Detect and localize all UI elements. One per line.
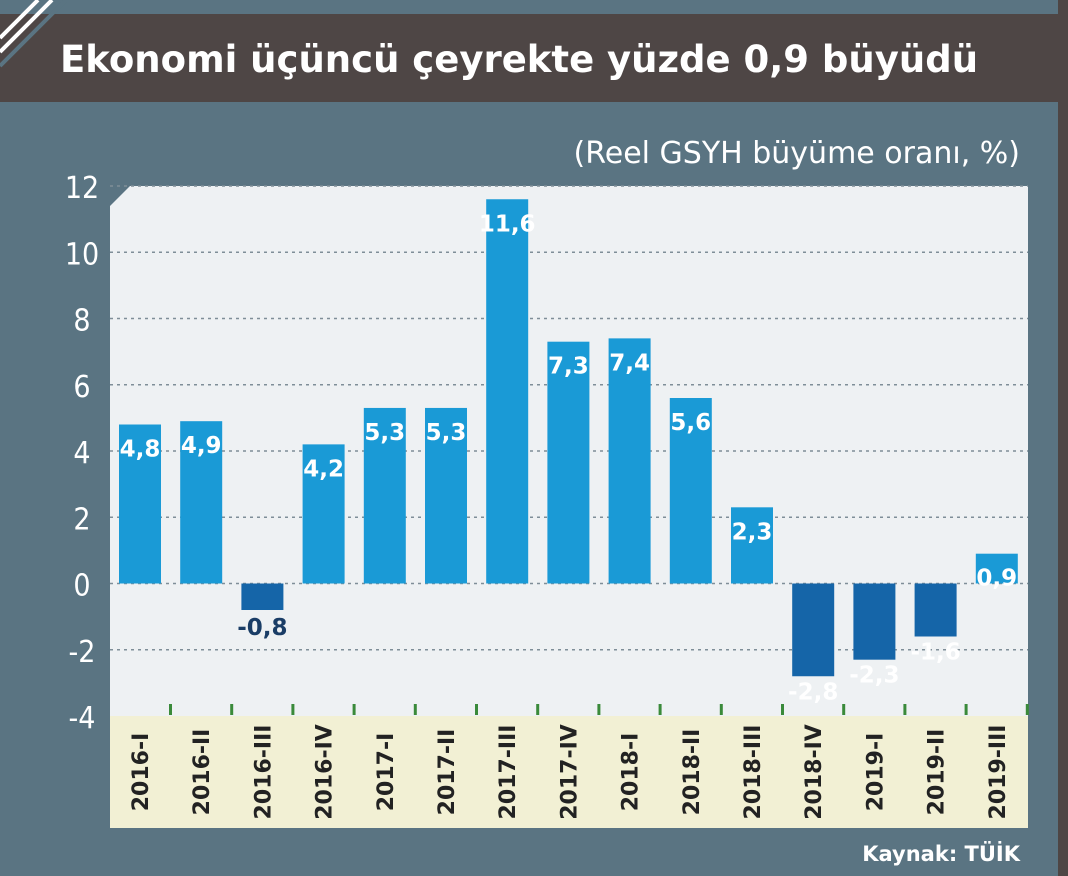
category-label: 2017-I [374, 733, 399, 812]
bar-value-label: 2,3 [732, 519, 773, 545]
category-label: 2017-IV [557, 724, 582, 820]
y-tick-label: 6 [73, 370, 90, 405]
x-tick-mark [352, 704, 356, 715]
bar-value-label: 5,3 [364, 420, 405, 446]
y-tick-label: -2 [69, 635, 96, 670]
x-tick-mark [1025, 704, 1029, 715]
x-tick-marks [169, 704, 1029, 715]
bar [180, 421, 223, 584]
category-label: 2018-III [741, 725, 766, 820]
category-label: 2017-III [496, 725, 521, 820]
y-axis-ticks: 12 10 8 6 4 2 0 -2 -4 [65, 171, 99, 736]
right-border [1058, 0, 1068, 876]
bar [669, 398, 712, 584]
bar-value-label: 4,9 [181, 433, 222, 459]
bar [119, 424, 161, 584]
x-tick-mark [658, 704, 662, 715]
chart-title: Ekonomi üçüncü çeyrekte yüzde 0,9 büyüdü [60, 38, 978, 81]
bar [486, 199, 529, 584]
x-tick-mark [903, 704, 907, 715]
x-tick-mark [719, 704, 723, 715]
x-tick-mark [781, 704, 784, 715]
y-tick-label: 4 [73, 436, 90, 471]
category-label: 2016-II [190, 729, 215, 816]
bar-value-label: -1,6 [910, 640, 960, 666]
x-tick-mark [413, 704, 417, 715]
bars [119, 199, 1018, 677]
x-tick-mark [475, 704, 478, 715]
chart-subtitle: (Reel GSYH büyüme oranı, %) [574, 136, 1020, 171]
bar-value-label: 11,6 [479, 211, 536, 237]
bar-value-label: 7,4 [609, 350, 650, 376]
bar-value-labels: 4,8 4,9-0,84,25,3 5,311,67,3 7,45,62,3-2,8-… [120, 211, 1018, 705]
x-tick-mark [169, 704, 172, 715]
bar [425, 407, 467, 584]
bar [363, 407, 406, 584]
bar-value-label: 4,8 [120, 437, 161, 463]
category-label: 2018-IV [802, 724, 827, 820]
category-label: 2016-IV [313, 724, 338, 820]
bar [792, 583, 835, 677]
y-tick-label: 10 [65, 237, 99, 272]
bar-value-label: 4,2 [303, 456, 344, 482]
x-tick-mark [597, 704, 601, 715]
x-tick-mark [536, 704, 540, 715]
category-label: 2019-II [925, 729, 950, 816]
x-tick-mark [964, 704, 968, 715]
bar [608, 338, 651, 584]
x-tick-mark [842, 704, 846, 715]
bar-value-label: 5,3 [426, 420, 467, 446]
y-tick-label: 8 [73, 304, 90, 339]
stripe-decoration [0, 0, 68, 68]
bar [975, 553, 1018, 584]
bar-value-label: 7,3 [548, 354, 589, 380]
category-label: 2018-I [619, 733, 644, 812]
bar [853, 583, 896, 660]
y-tick-label: 2 [73, 502, 90, 537]
y-tick-label: 12 [65, 171, 99, 206]
y-tick-label: 0 [73, 569, 90, 604]
y-tick-label: -4 [69, 701, 96, 736]
bar-value-label: -0,8 [237, 615, 287, 641]
x-tick-mark [230, 704, 234, 715]
bar [302, 444, 345, 584]
category-label: 2016-I [129, 733, 154, 812]
bar [547, 341, 590, 584]
category-label: 2017-II [435, 729, 460, 816]
category-band [110, 716, 1028, 828]
bar-value-label: -2,8 [788, 679, 838, 705]
bar-value-label: 0,9 [976, 566, 1017, 592]
bar-value-label: -2,3 [849, 663, 899, 689]
bar [241, 583, 284, 610]
title-bar [0, 14, 1058, 102]
bar [914, 583, 957, 637]
bar-value-label: 5,6 [670, 410, 711, 436]
category-label: 2016-III [251, 725, 276, 820]
category-labels: 2016-I 2016-II 2016-III 2016-IV 2017-I 2017-I… [129, 724, 1011, 820]
category-label: 2019-III [986, 725, 1011, 820]
category-label: 2018-II [680, 729, 705, 816]
source-note: Kaynak: TÜİK [862, 841, 1020, 866]
bar [731, 507, 773, 584]
category-label: 2019-I [863, 733, 888, 812]
x-tick-mark [291, 704, 295, 715]
